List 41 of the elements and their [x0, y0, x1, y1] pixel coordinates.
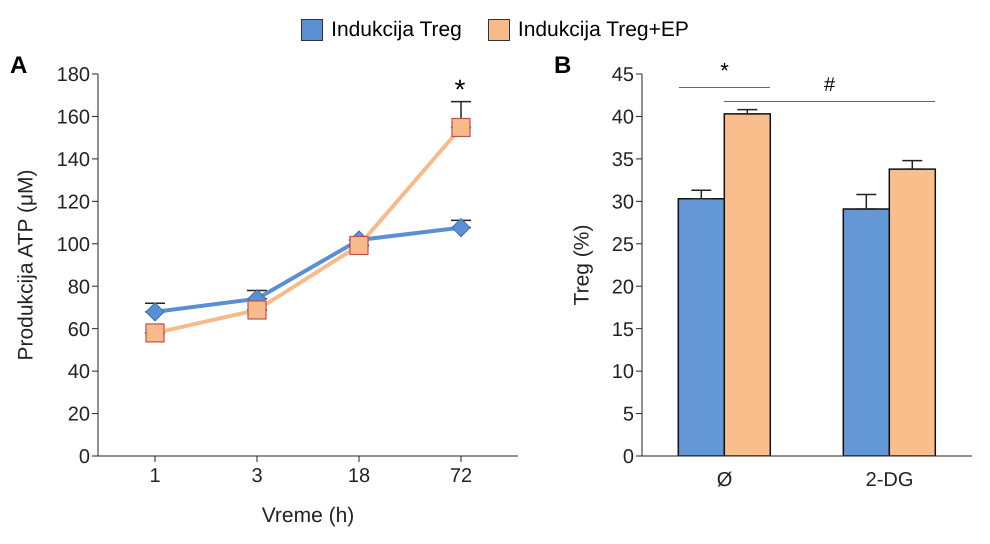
x-tick-label: 3: [251, 465, 263, 488]
point: [451, 118, 471, 138]
y-tick-label: 40: [612, 106, 634, 129]
point: [247, 300, 267, 320]
legend-label: Indukcija Treg+EP: [518, 18, 689, 42]
x-tick-label: Ø: [716, 469, 732, 492]
y-tick-label: 20: [68, 404, 90, 426]
point: [145, 323, 165, 343]
x-tick-label: 1: [149, 465, 161, 488]
y-tick-label: 30: [612, 191, 634, 214]
y-tick-label: 160: [56, 106, 90, 129]
y-tick-label: 15: [612, 318, 634, 341]
chart-title: A: [10, 52, 28, 80]
y-tick-label: 140: [56, 148, 90, 171]
y-axis-title: Treg (%): [570, 224, 594, 306]
y-tick-label: 5: [622, 404, 634, 426]
legend-label: Indukcija Treg: [331, 18, 462, 42]
y-tick-label: 35: [612, 148, 634, 171]
annotation: *: [454, 74, 466, 106]
y-axis-title: Produkcija ATP (μM): [14, 169, 38, 361]
y-tick-label: 180: [56, 64, 90, 86]
y-tick-label: 0: [622, 446, 634, 468]
x-tick-label: 72: [450, 465, 472, 488]
y-tick-label: 80: [68, 276, 90, 298]
y-tick-label: 25: [612, 234, 634, 256]
point: [452, 218, 470, 238]
y-tick-label: 0: [78, 446, 90, 468]
y-tick-label: 40: [68, 361, 90, 384]
x-tick-label: 2-DG: [866, 469, 914, 492]
x-tick-label: 18: [348, 465, 370, 488]
chart-title: B: [554, 52, 572, 80]
y-tick-label: 10: [612, 361, 634, 384]
annotation: #: [824, 74, 836, 96]
point: [146, 302, 164, 322]
y-tick-label: 45: [612, 64, 634, 86]
y-tick-label: 60: [68, 318, 90, 341]
x-axis-title: Vreme (h): [262, 504, 354, 527]
y-tick-label: 100: [56, 234, 90, 256]
y-tick-label: 120: [56, 191, 90, 214]
y-tick-label: 20: [612, 276, 634, 298]
point: [349, 236, 369, 256]
